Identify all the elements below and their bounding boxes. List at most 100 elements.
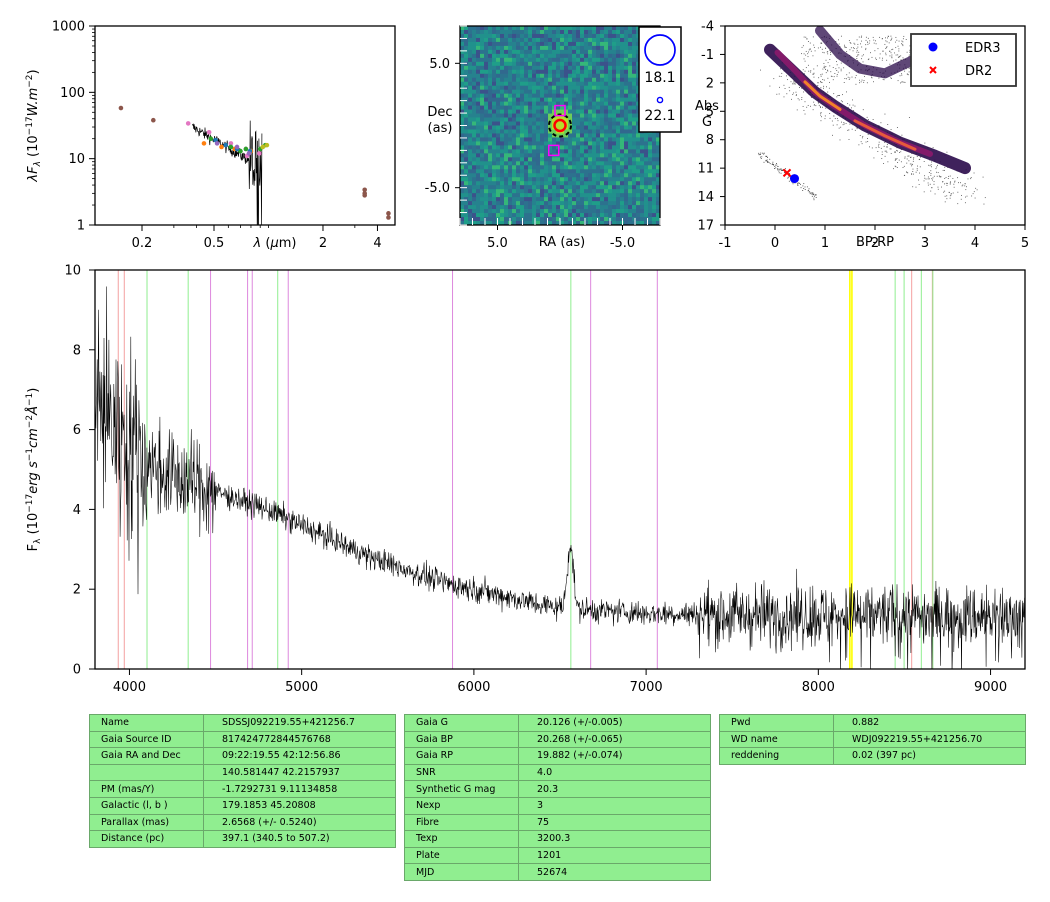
table-row: SNR 4.0: [404, 763, 711, 782]
hrd-xtick-label: 2: [871, 236, 879, 251]
table-key: Texp: [404, 830, 519, 848]
table-row: Gaia RP 19.882 (+/-0.074): [404, 747, 711, 765]
legend-dr2-label: DR2: [965, 64, 992, 79]
table-value: 3: [518, 796, 711, 815]
table-row: reddening 0.02 (397 pc): [719, 747, 1026, 765]
table-row: Plate 1201: [404, 846, 711, 865]
sed-point-0-5: [386, 211, 391, 216]
table-row: Name SDSSJ092219.55+421256.7: [89, 714, 396, 732]
spectrum-xtick-label: 6000: [457, 680, 490, 695]
table-value: 09:22:19.55 42:12:56.86: [203, 747, 396, 765]
image-aperture-circle: [548, 113, 572, 138]
hrd-xtick-label: 4: [971, 236, 979, 251]
table-key: Gaia G: [404, 714, 519, 732]
info-table-source: Name SDSSJ092219.55+421256.7 Gaia Source I…: [89, 714, 396, 848]
hrd-xlabel: BP-RP: [856, 235, 894, 250]
spectrum-xtick-label: 4000: [113, 680, 146, 695]
sed-point-0-6: [386, 215, 391, 220]
table-value: 0.882: [833, 714, 1026, 732]
sed-point-3-1: [228, 144, 234, 150]
legend-mag-faint: 22.1: [644, 108, 675, 124]
sed-panel: 1 10 100 1000 0.2 0.5 2 4 λ (μm) λFλ (10−17W.m−2): [25, 20, 396, 251]
image-mag-legend: 18.1 22.1: [638, 26, 682, 133]
sed-xtick-label: 4: [373, 236, 381, 251]
sed-point-1-4: [257, 151, 262, 156]
table-value: WDJ092219.55+421256.70: [833, 730, 1026, 749]
table-key: Synthetic G mag: [404, 780, 519, 798]
spectrum-panel: 4000 5000 6000 7000 8000 9000 0 2 4 6 8 10 Fλ (10−17…: [25, 264, 1026, 695]
image-square-marker: [548, 144, 560, 157]
table-row: Distance (pc) 397.1 (340.5 to 507.2): [89, 830, 396, 848]
hrd-ytick-label: 14: [697, 190, 714, 205]
legend-mag-bright: 18.1: [644, 70, 675, 86]
sed-xtick-label: 0.5: [204, 236, 225, 251]
hrd-xtick-label: 1: [821, 236, 829, 251]
table-key: Distance (pc): [89, 830, 204, 848]
legend-dr2-marker: [929, 66, 937, 74]
sed-point-4-0: [264, 142, 270, 148]
table-row: Pwd 0.882: [719, 714, 1026, 732]
spectrum-ylabel: Fλ (10−17erg s−1cm−2Å−1): [25, 388, 43, 552]
table-row: Gaia G 20.126 (+/-0.005): [404, 714, 711, 732]
sed-point-4-1: [260, 144, 266, 150]
table-row: MJD 52674: [404, 863, 711, 881]
sed-point-3-2: [238, 148, 243, 154]
hrd-dr2-point: [782, 168, 792, 178]
spectrum-xtick-label: 9000: [974, 680, 1007, 695]
hrd-xtick-label: -1: [719, 236, 732, 251]
table-value: 20.268 (+/-0.065): [518, 730, 711, 749]
table-key: Gaia RA and Dec: [89, 747, 204, 765]
table-value: 817424772844576768: [203, 730, 396, 749]
sed-point-6-1: [234, 144, 240, 150]
table-value: 1201: [518, 846, 711, 865]
image-panel: 5.0 -5.0 5.0 -5.0 RA (as) Dec(as) 18.1 22.1: [425, 25, 682, 251]
table-key: Galactic (l, b ): [89, 796, 204, 815]
table-key: Name: [89, 714, 204, 732]
spectrum-ytick-label: 0: [73, 663, 81, 678]
hrd-xtick-label: 0: [771, 236, 779, 251]
hrd-ylabel-line2: G: [702, 115, 712, 130]
table-key: Nexp: [404, 796, 519, 815]
table-row: Galactic (l, b ) 179.1853 45.20808: [89, 796, 396, 815]
info-table-wd: Pwd 0.882 WD name WDJ092219.55+421256.70 red…: [719, 714, 1026, 765]
hrd-legend: EDR3 DR2: [910, 33, 1017, 87]
legend-circle-bright: [644, 34, 676, 66]
hrd-ylabel-line1: Abs: [695, 99, 719, 114]
table-row: Texp 3200.3: [404, 830, 711, 848]
table-value: 2.6568 (+/- 0.5240): [203, 813, 396, 832]
sed-point-1-2: [228, 141, 234, 146]
table-value: 0.02 (397 pc): [833, 747, 1026, 765]
hrd-density: [758, 26, 986, 205]
sed-xtick-label: 2: [319, 236, 327, 251]
hrd-xtick-label: 5: [1021, 236, 1029, 251]
hrd-ytick-label: 11: [697, 162, 714, 177]
image-pixels: [460, 26, 660, 225]
sed-point-5-1: [223, 142, 228, 148]
spectrum-ytick-label: 10: [64, 264, 81, 279]
table-row: Gaia Source ID 817424772844576768: [89, 730, 396, 749]
hrd-ytick-label: -1: [701, 48, 714, 63]
image-ytick-label: 5.0: [429, 57, 450, 72]
table-row: PM (mas/Y) -1.7292731 9.11134858: [89, 780, 396, 798]
image-ylabel-line1: Dec: [427, 105, 452, 120]
hrd-ytick-label: 5: [706, 105, 714, 120]
hrd-ytick-label: 17: [697, 219, 714, 234]
sed-point-0-2: [362, 187, 367, 193]
table-row: Gaia RA and Dec 09:22:19.55 42:12:56.86: [89, 747, 396, 765]
sed-frame: [94, 25, 396, 226]
legend-edr3-marker: [928, 42, 938, 52]
table-key: Fibre: [404, 813, 519, 832]
sed-ylabel: λFλ (10−17W.m−2): [25, 69, 43, 182]
spectrum-ytick-label: 2: [73, 583, 81, 598]
table-row: Fibre 75: [404, 813, 711, 832]
sed-xtick-label: 0.2: [132, 236, 153, 251]
table-key: reddening: [719, 747, 834, 765]
hrd-legend-box: [910, 33, 1017, 87]
sed-point-3-3: [243, 146, 249, 152]
table-row: 140.581447 42.2157937: [89, 763, 396, 782]
table-value: 52674: [518, 863, 711, 881]
sed-point-2-0: [201, 141, 207, 146]
table-value: -1.7292731 9.11134858: [203, 780, 396, 798]
sed-xlabel: λ (μm): [253, 236, 297, 251]
